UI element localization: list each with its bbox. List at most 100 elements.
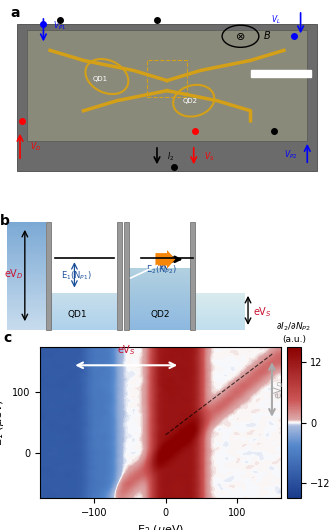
Bar (129, 311, 193, 312)
Bar (51, 322, 118, 323)
Bar (195, 294, 245, 295)
Bar (195, 324, 245, 325)
Bar (7, 248, 46, 249)
Bar (7, 251, 46, 253)
Bar (7, 302, 46, 303)
Bar (129, 285, 193, 286)
X-axis label: E$_2$ ($\mu$eV): E$_2$ ($\mu$eV) (137, 524, 184, 530)
Bar (129, 278, 193, 279)
Text: QD1: QD1 (93, 76, 108, 82)
Bar (7, 320, 46, 321)
Text: $V_D$: $V_D$ (30, 141, 41, 153)
Y-axis label: E$_1$ ($\mu$eV): E$_1$ ($\mu$eV) (0, 399, 6, 446)
Bar (51, 300, 118, 301)
Text: eV$_D$: eV$_D$ (4, 267, 24, 281)
Bar (51, 297, 118, 298)
Bar (129, 329, 193, 330)
Bar (7, 285, 46, 287)
Bar (129, 308, 193, 310)
Bar (195, 298, 245, 299)
Bar (129, 304, 193, 305)
Bar (129, 297, 193, 298)
Bar (129, 319, 193, 320)
Bar (7, 224, 46, 226)
Bar (195, 316, 245, 317)
Bar (7, 275, 46, 276)
Bar (195, 299, 245, 300)
Text: B: B (264, 31, 271, 41)
Bar (129, 326, 193, 327)
Bar (7, 267, 46, 269)
Bar (129, 293, 193, 294)
Text: $V_{P1}$: $V_{P1}$ (53, 20, 67, 32)
Bar (51, 320, 118, 321)
Bar (7, 284, 46, 285)
Bar (7, 222, 46, 224)
Bar (51, 324, 118, 325)
Bar (195, 322, 245, 323)
Bar (7, 281, 46, 284)
Bar (129, 307, 193, 308)
Bar (7, 249, 46, 251)
Bar (129, 317, 193, 318)
Bar (51, 302, 118, 303)
Bar (195, 325, 245, 326)
Bar (195, 302, 245, 303)
Bar (7, 236, 46, 238)
Bar (195, 317, 245, 318)
Bar (129, 295, 193, 296)
Bar (129, 310, 193, 311)
Bar (129, 284, 193, 285)
Polygon shape (27, 30, 307, 141)
Bar (51, 307, 118, 308)
Bar (129, 269, 193, 270)
Bar (51, 309, 118, 310)
Text: b: b (0, 215, 10, 228)
Bar (195, 308, 245, 309)
Bar (195, 323, 245, 324)
Bar (51, 294, 118, 295)
Bar (51, 321, 118, 322)
Bar (195, 310, 245, 311)
Bar (129, 305, 193, 306)
Bar (51, 298, 118, 299)
Text: $\otimes$: $\otimes$ (235, 31, 245, 42)
Bar (51, 318, 118, 319)
Bar (129, 328, 193, 329)
Bar (7, 242, 46, 244)
Bar (51, 326, 118, 327)
Bar (129, 271, 193, 272)
Bar (129, 275, 193, 276)
Bar (7, 235, 46, 236)
Bar (7, 293, 46, 294)
Bar (51, 325, 118, 326)
Bar (7, 227, 46, 229)
Bar (195, 321, 245, 322)
Bar (7, 226, 46, 227)
Bar (195, 300, 245, 301)
Bar (7, 254, 46, 257)
Bar (129, 312, 193, 313)
Bar (129, 300, 193, 301)
Bar (195, 295, 245, 296)
Bar (7, 272, 46, 275)
Bar (7, 262, 46, 263)
Bar (51, 319, 118, 320)
Bar (51, 299, 118, 300)
Bar (7, 278, 46, 280)
Bar (129, 268, 193, 269)
Bar (7, 321, 46, 323)
Bar (7, 298, 46, 299)
Bar (195, 309, 245, 310)
Bar (51, 293, 118, 294)
Bar (195, 326, 245, 327)
Text: c: c (3, 331, 12, 345)
Text: QD2: QD2 (151, 310, 170, 319)
Bar (129, 322, 193, 323)
Bar (195, 296, 245, 297)
Bar (195, 304, 245, 305)
Bar (129, 282, 193, 284)
Bar (195, 315, 245, 316)
Bar (7, 263, 46, 266)
Bar (129, 279, 193, 280)
